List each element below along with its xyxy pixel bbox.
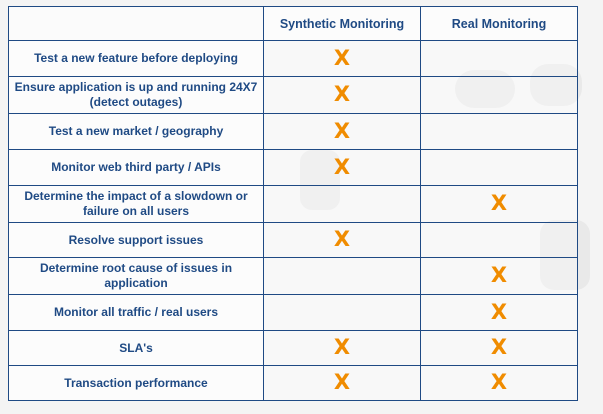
real-mark-cell: X (420, 330, 578, 366)
real-mark-cell (420, 76, 578, 114)
synthetic-mark-cell: X (263, 149, 421, 186)
synthetic-mark-cell: X (263, 365, 421, 401)
real-mark-cell (420, 113, 578, 150)
check-x-icon: X (490, 191, 508, 215)
real-mark-cell: X (420, 294, 578, 331)
table-row: Determine root cause of issues in applic… (8, 257, 578, 295)
check-x-icon: X (490, 370, 508, 394)
table-row: Monitor web third party / APIs X (8, 149, 578, 186)
check-x-icon: X (333, 45, 351, 70)
table-body: Test a new feature before deploying X Ensu… (8, 40, 578, 401)
synthetic-mark-cell (263, 185, 421, 223)
check-x-icon: X (333, 118, 351, 143)
check-x-icon: X (333, 154, 351, 179)
synthetic-mark-cell: X (263, 40, 421, 77)
synthetic-mark-cell: X (263, 113, 421, 150)
synthetic-mark-cell (263, 257, 421, 295)
check-x-icon: X (333, 82, 351, 106)
feature-label: Transaction performance (8, 365, 264, 401)
check-x-icon: X (333, 335, 351, 359)
feature-label: Determine root cause of issues in applic… (8, 257, 264, 295)
real-mark-cell (420, 222, 578, 258)
table-row: Transaction performance X X (8, 365, 578, 401)
feature-label: Determine the impact of a slowdown or fa… (8, 185, 264, 223)
header-corner-cell (8, 6, 264, 41)
check-x-icon: X (490, 299, 508, 324)
feature-label: Resolve support issues (8, 222, 264, 258)
table-row: SLA's X X (8, 330, 578, 366)
check-x-icon: X (490, 263, 508, 287)
synthetic-mark-cell: X (263, 222, 421, 258)
table-header-row: Synthetic Monitoring Real Monitoring (8, 6, 578, 41)
column-header-synthetic: Synthetic Monitoring (263, 6, 421, 41)
real-mark-cell: X (420, 257, 578, 295)
table-row: Test a new feature before deploying X (8, 40, 578, 77)
real-mark-cell (420, 149, 578, 186)
feature-label: Monitor web third party / APIs (8, 149, 264, 186)
real-mark-cell (420, 40, 578, 77)
check-x-icon: X (333, 370, 351, 394)
table-row: Ensure application is up and running 24X… (8, 76, 578, 114)
feature-label: SLA's (8, 330, 264, 366)
check-x-icon: X (333, 227, 351, 251)
synthetic-mark-cell (263, 294, 421, 331)
table-row: Resolve support issues X (8, 222, 578, 258)
table-row: Determine the impact of a slowdown or fa… (8, 185, 578, 223)
real-mark-cell: X (420, 365, 578, 401)
real-mark-cell: X (420, 185, 578, 223)
table-row: Monitor all traffic / real users X (8, 294, 578, 331)
table-row: Test a new market / geography X (8, 113, 578, 150)
check-x-icon: X (490, 335, 508, 359)
feature-label: Test a new feature before deploying (8, 40, 264, 77)
synthetic-mark-cell: X (263, 330, 421, 366)
feature-label: Monitor all traffic / real users (8, 294, 264, 331)
comparison-table: Synthetic Monitoring Real Monitoring Tes… (8, 6, 578, 401)
column-header-real: Real Monitoring (420, 6, 578, 41)
feature-label: Ensure application is up and running 24X… (8, 76, 264, 114)
synthetic-mark-cell: X (263, 76, 421, 114)
feature-label: Test a new market / geography (8, 113, 264, 150)
